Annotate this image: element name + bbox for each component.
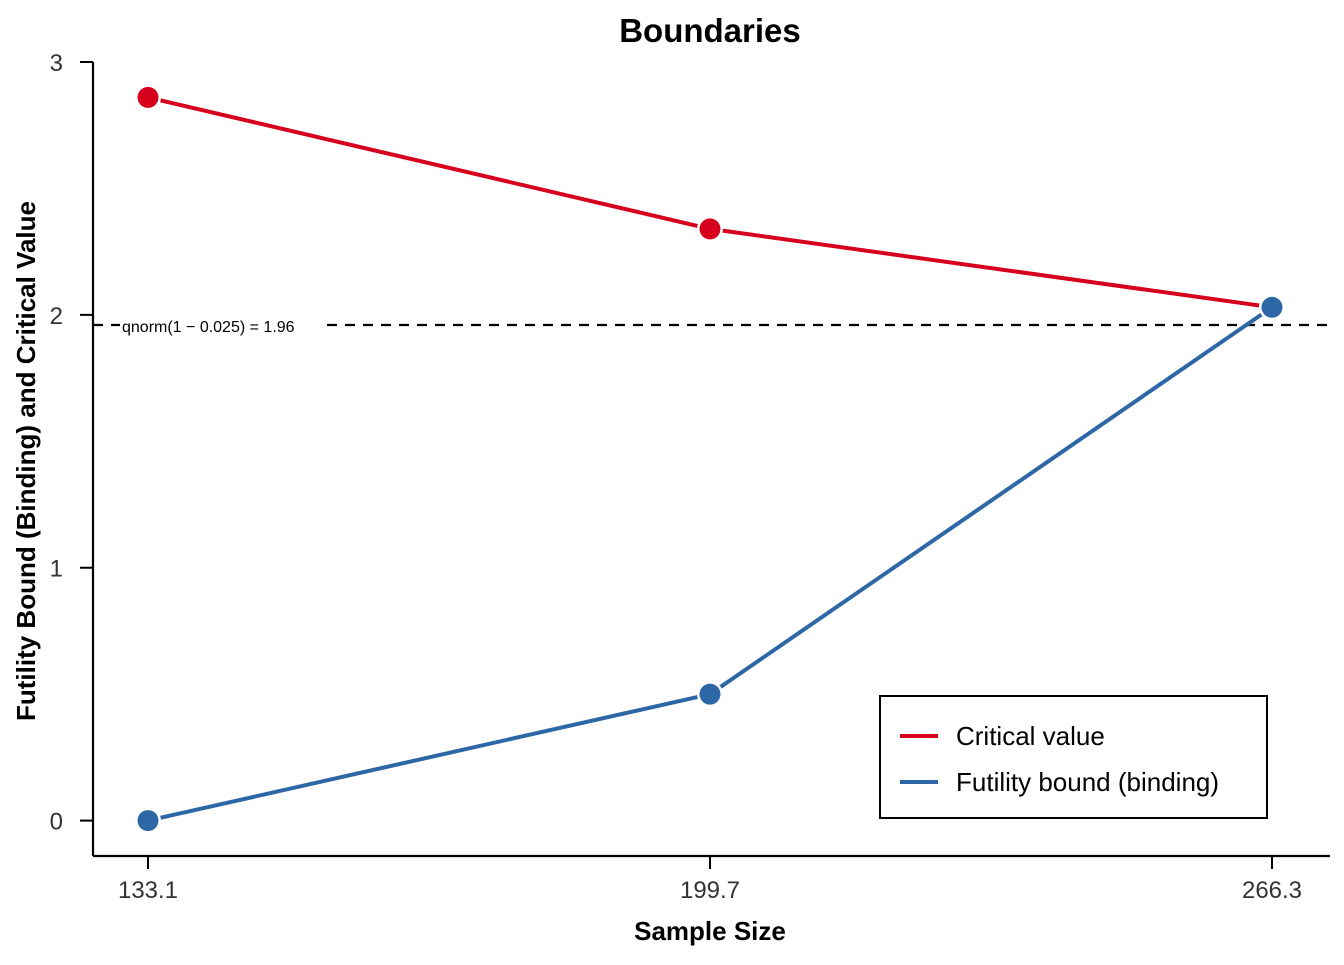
y-tick-label: 3	[50, 50, 63, 77]
legend: Critical value Futility bound (binding)	[879, 695, 1268, 819]
axes: 0 1 2 3 133.1 199.7 266.3	[50, 50, 1330, 904]
y-tick-label: 1	[50, 556, 63, 583]
series-group	[135, 84, 1285, 834]
legend-box	[879, 695, 1268, 819]
reference-label-background	[120, 311, 326, 336]
data-point	[137, 810, 159, 832]
data-point	[699, 218, 721, 240]
x-tick-label: 199.7	[680, 877, 740, 904]
x-tick-label: 266.3	[1242, 877, 1302, 904]
reference-line-group: qnorm(1 − 0.025) = 1.96	[93, 311, 1330, 336]
reference-line-label: qnorm(1 − 0.025) = 1.96	[122, 319, 295, 336]
series-line	[147, 95, 1273, 310]
y-tick-label: 0	[50, 809, 63, 836]
y-axis-label: Futility Bound (Binding) and Critical Va…	[11, 201, 41, 721]
legend-label: Futility bound (binding)	[956, 767, 1219, 797]
x-tick-label: 133.1	[118, 877, 178, 904]
series-critical-value	[135, 84, 1285, 321]
data-point	[137, 86, 159, 108]
data-point	[699, 683, 721, 705]
series-futility-bound	[135, 294, 1285, 834]
x-axis-label: Sample Size	[634, 916, 786, 946]
y-tick-label: 2	[50, 303, 63, 330]
legend-label: Critical value	[956, 721, 1105, 751]
chart-title: Boundaries	[619, 12, 801, 49]
data-point	[1261, 296, 1283, 318]
